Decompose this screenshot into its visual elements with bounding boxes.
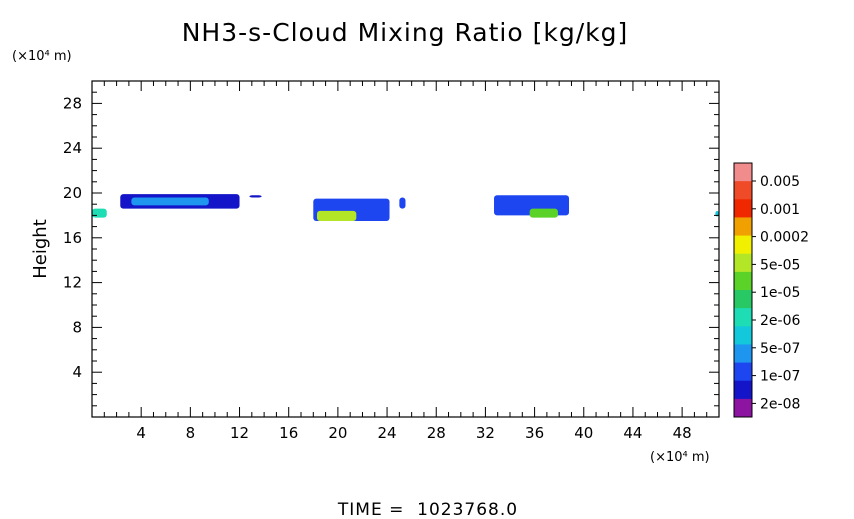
y-tick-label: 16 (63, 229, 82, 247)
colorbar-label: 1e-05 (760, 285, 800, 301)
x-tick-label: 48 (673, 424, 692, 442)
x-tick-label: 20 (328, 424, 347, 442)
x-tick-label: 16 (279, 424, 298, 442)
colorbar-swatch (734, 235, 752, 255)
colorbar-swatch (734, 344, 752, 364)
colorbar-swatch (734, 362, 752, 382)
colorbar-label: 1e-07 (760, 369, 800, 385)
colorbar-swatch (734, 163, 752, 182)
cloud-regions (92, 194, 719, 221)
time-footer: TIME = 1023768.0 (337, 500, 518, 519)
chart-title: NH3-s-Cloud Mixing Ratio [kg/kg] (182, 18, 629, 47)
plot-frame (91, 80, 720, 418)
colorbar-label: 5e-05 (760, 257, 800, 273)
colorbar-swatch (734, 199, 752, 218)
x-tick-label: 36 (525, 424, 544, 442)
colorbar-label: 0.0002 (760, 230, 809, 246)
x-axis-unit: (×10⁴ m) (650, 450, 710, 465)
y-axis-label: Height (30, 219, 51, 279)
colorbar-swatch (734, 217, 752, 237)
x-tick-label: 4 (136, 424, 146, 442)
cloud-region (249, 195, 262, 198)
colorbar-swatch (734, 181, 752, 200)
x-tick-label: 24 (378, 424, 397, 442)
y-tick-label: 20 (63, 184, 82, 202)
colorbar-swatch (734, 290, 752, 309)
y-tick-label: 12 (63, 274, 82, 292)
x-tick-label: 32 (476, 424, 495, 442)
cloud-region (131, 197, 209, 206)
x-tick-label: 12 (230, 424, 249, 442)
cloud-region (316, 210, 357, 221)
y-tick-label: 8 (72, 318, 82, 336)
colorbar-swatch (734, 326, 752, 345)
x-tick-label: 40 (574, 424, 593, 442)
colorbar-swatch (734, 398, 752, 418)
colorbar-label: 2e-06 (760, 313, 800, 329)
x-axis: 4 8 12 16 20 24 28 32 36 40 44 48 (103, 81, 708, 442)
colorbar-swatch (734, 253, 752, 273)
x-tick-label: 8 (186, 424, 196, 442)
colorbar-label: 2e-08 (760, 396, 800, 412)
cloud-region (529, 208, 558, 218)
x-tick-label: 44 (623, 424, 642, 442)
colorbar-swatch (734, 271, 752, 291)
colorbar-swatch (734, 308, 752, 327)
colorbar-label: 0.005 (760, 174, 800, 190)
colorbar-label: 5e-07 (760, 341, 800, 357)
colorbar-label: 0.001 (760, 202, 800, 218)
colorbar-frame (733, 162, 753, 418)
y-axis: 4 8 12 16 20 24 28 (63, 91, 719, 407)
cloud-region (399, 197, 406, 209)
cloud-region (92, 208, 107, 218)
x-tick-label: 28 (427, 424, 446, 442)
y-tick-label: 4 (72, 363, 82, 381)
y-tick-label: 28 (63, 94, 82, 112)
y-tick-label: 24 (63, 139, 82, 157)
colorbar: 0.005 0.001 0.0002 5e-05 1e-05 2e-06 5e-07 1e-0… (733, 162, 809, 418)
y-axis-unit: (×10⁴ m) (12, 49, 72, 64)
colorbar-swatch (734, 380, 752, 400)
